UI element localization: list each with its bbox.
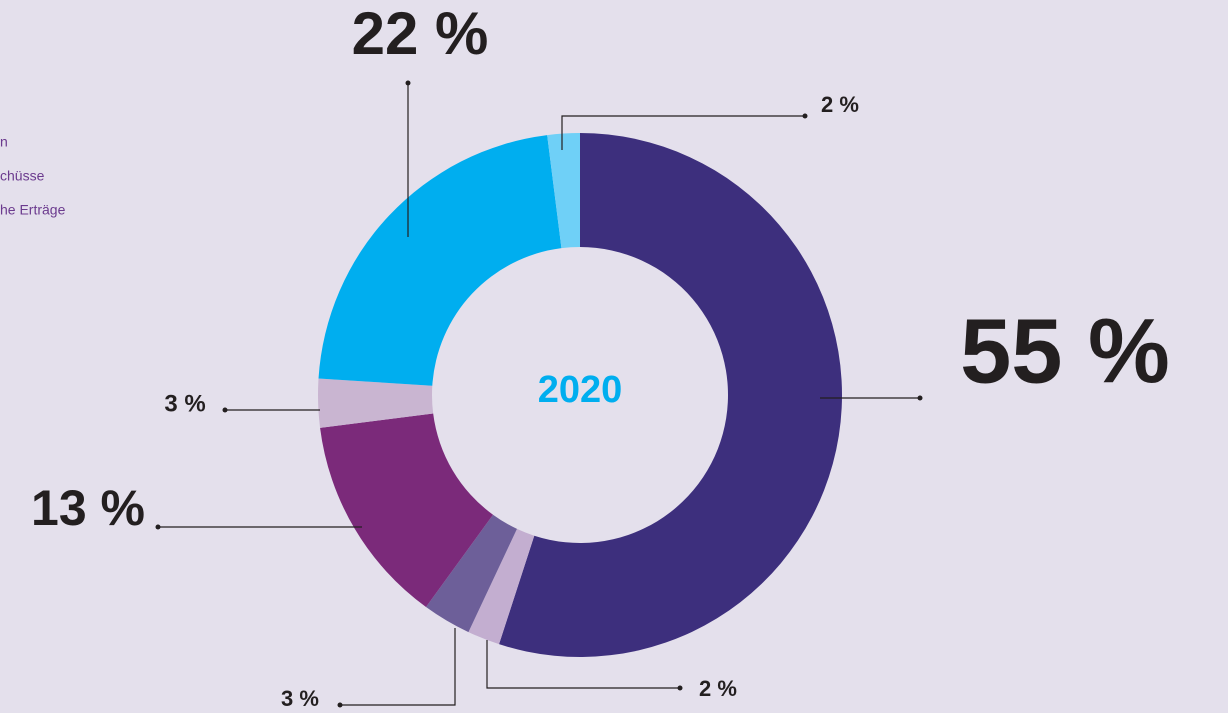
leader-line (340, 628, 456, 706)
leader-dot (405, 80, 411, 86)
value-label: 2 % (821, 92, 859, 117)
leader-dot (222, 407, 228, 413)
leader-line (486, 640, 680, 689)
center-label: 2020 (538, 369, 623, 411)
leader-dot (677, 685, 683, 691)
leader-dot (802, 113, 808, 119)
leader-dot (917, 395, 923, 401)
leader-dot (337, 702, 343, 708)
value-label: 55 % (960, 300, 1170, 402)
donut-slice (499, 133, 842, 657)
donut-slice (320, 413, 494, 607)
leader-line (561, 115, 805, 150)
value-label: 22 % (352, 0, 489, 67)
legend-label: he Erträge (0, 202, 66, 218)
donut-slice (318, 135, 562, 386)
value-label: 2 % (699, 676, 737, 701)
donut-slice (468, 528, 535, 645)
value-label: 3 % (164, 390, 205, 417)
value-label: 13 % (31, 480, 145, 536)
legend-label: n (0, 134, 8, 150)
value-label: 3 % (281, 686, 319, 711)
donut-slice (318, 378, 434, 428)
leader-dot (155, 524, 161, 530)
donut-slice (547, 133, 580, 249)
legend-label: chüsse (0, 168, 45, 184)
donut-slice (426, 514, 517, 633)
